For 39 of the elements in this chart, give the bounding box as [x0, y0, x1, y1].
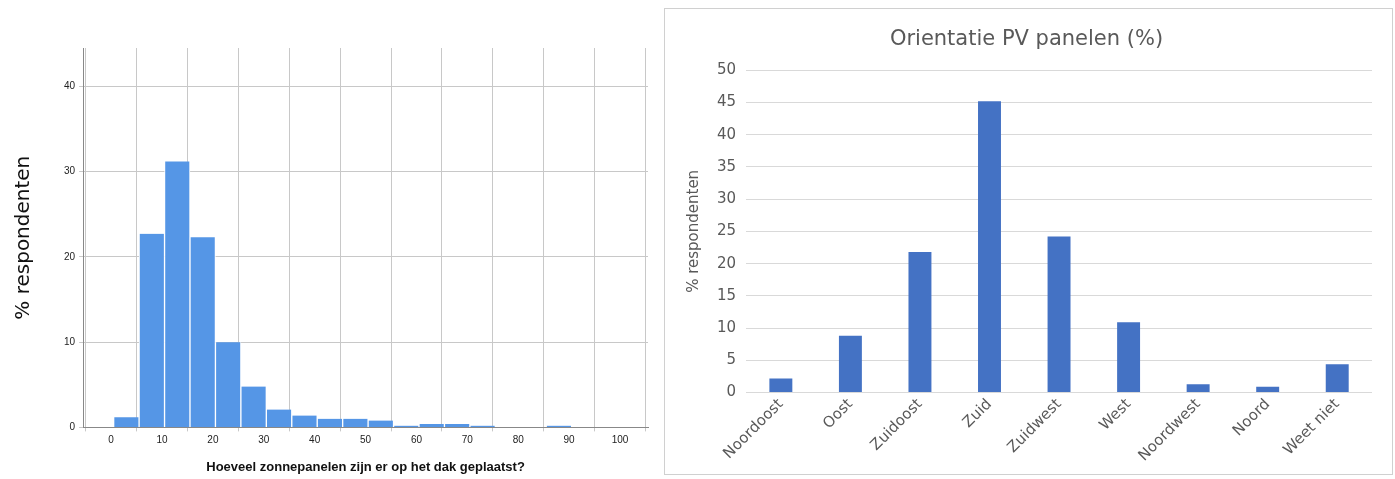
x-tick-label: 30 — [258, 434, 270, 446]
y-axis-title: % respondenten — [683, 169, 702, 293]
x-tick-label: 20 — [207, 434, 219, 446]
y-tick-label: 0 — [726, 382, 737, 401]
y-tick-label: 10 — [716, 317, 737, 336]
y-tick-label: 30 — [716, 189, 737, 208]
bar — [838, 335, 862, 393]
y-tick-label: 40 — [64, 80, 76, 92]
bar — [1186, 384, 1210, 393]
y-tick-label: 40 — [716, 124, 737, 143]
bar — [1256, 386, 1280, 393]
x-tick-label: 80 — [512, 434, 525, 446]
bar — [908, 252, 932, 393]
y-tick-label: 5 — [726, 350, 737, 369]
bar — [1047, 236, 1071, 393]
y-tick-label: 15 — [716, 285, 737, 304]
bar — [769, 378, 793, 393]
y-axis-title: % respondenten — [10, 155, 35, 320]
y-tick-label: 50 — [716, 60, 737, 79]
x-tick-label: 40 — [309, 434, 321, 446]
y-tick-label: 10 — [64, 335, 76, 347]
y-tick-label: 25 — [716, 221, 737, 240]
x-axis-title: Hoeveel zonnepanelen zijn er op het dak geplaatst? — [206, 458, 525, 474]
y-tick-label: 35 — [716, 156, 737, 175]
bar — [1325, 364, 1349, 393]
x-tick-label: 50 — [360, 434, 372, 446]
y-tick-label: 30 — [64, 165, 76, 177]
y-tick-label: 20 — [64, 250, 76, 262]
chart-title: Orientatie PV panelen (%) — [889, 26, 1164, 51]
x-tick-label: 90 — [563, 434, 576, 446]
bar — [978, 101, 1001, 393]
y-tick-label: 45 — [716, 92, 737, 111]
x-tick-label: 100 — [611, 434, 629, 446]
y-tick-label: 20 — [716, 253, 737, 272]
x-tick-label: 70 — [461, 434, 474, 446]
x-tick-label: 0 — [108, 434, 115, 446]
x-tick-label: 10 — [156, 434, 168, 446]
bar — [1117, 322, 1141, 393]
x-tick-label: 60 — [410, 434, 423, 446]
